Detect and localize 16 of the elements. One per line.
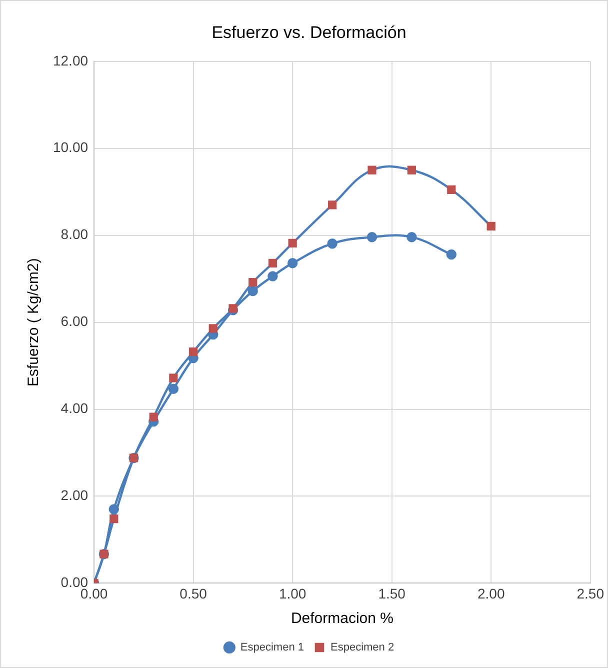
chart-title: Esfuerzo vs. Deformación xyxy=(212,22,406,42)
x-tick-label: 1.50 xyxy=(378,585,406,602)
y-tick-label: 10.00 xyxy=(52,139,88,156)
legend-label: Especimen 2 xyxy=(330,642,394,654)
x-tick-label: 2.00 xyxy=(477,585,505,602)
x-axis-title: Deformacion % xyxy=(290,610,394,628)
legend-label: Especimen 1 xyxy=(240,642,304,654)
x-tick-label: 0.50 xyxy=(180,585,208,602)
y-tick-label: 8.00 xyxy=(60,226,88,242)
y-axis-title: Esfuerzo ( Kg/cm2) xyxy=(25,258,42,386)
x-tick-label: 2.50 xyxy=(576,585,604,602)
y-tick-label: 4.00 xyxy=(60,400,88,416)
y-tick-label: 6.00 xyxy=(60,313,88,330)
y-tick-label: 2.00 xyxy=(60,487,88,504)
y-tick-label: 12.00 xyxy=(52,52,88,68)
x-tick-label: 1.00 xyxy=(278,585,306,602)
